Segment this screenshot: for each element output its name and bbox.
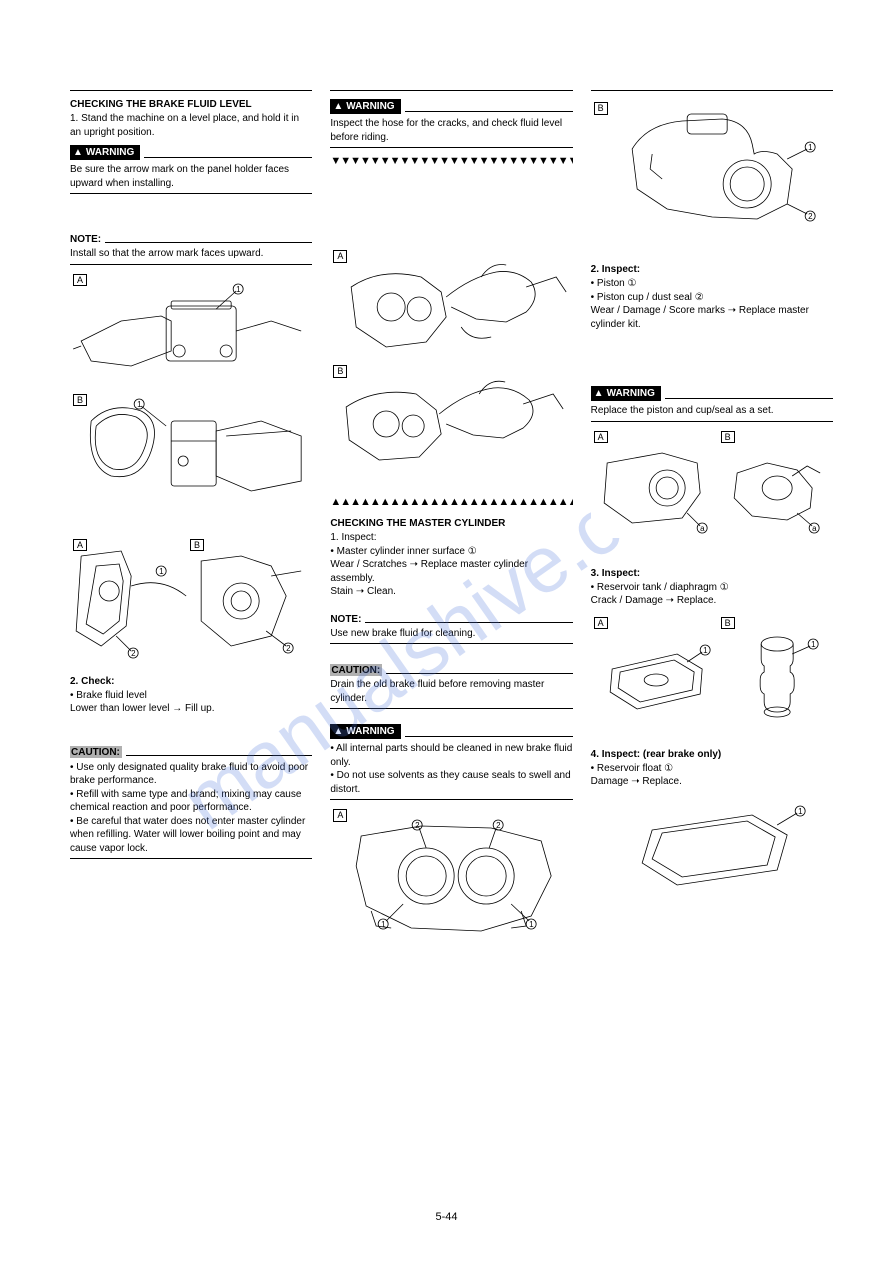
check-items: • Reservoir tank / diaphragm ① Crack / D… — [591, 581, 833, 608]
illustration-float: 1 — [591, 795, 833, 895]
illustration-master-cylinder-front: A 1 — [70, 271, 312, 391]
illustration-caliper-body: A 2 2 1 — [330, 806, 572, 941]
warning-label: ▲WARNING — [70, 145, 140, 160]
note-label: NOTE: — [70, 234, 101, 245]
column-2: ▲WARNING Inspect the hose for the cracks… — [330, 90, 572, 941]
warning-text: • All internal parts should be cleaned i… — [330, 742, 572, 796]
section-title: CHECKING THE BRAKE FLUID LEVEL — [70, 99, 312, 110]
check-title: 4. Inspect: (rear brake only) — [591, 749, 833, 760]
illustration-hand-caliper-b: B — [330, 362, 572, 477]
illustration-caliper-pair: A B 2 1 — [70, 536, 312, 661]
caution-label: CAUTION: — [330, 664, 382, 676]
warning-label: ▲WARNING — [330, 724, 400, 739]
check-text: 1. Inspect: • Master cylinder inner surf… — [330, 531, 572, 599]
svg-text:2: 2 — [286, 644, 291, 653]
check-title: 2. Check: — [70, 676, 312, 687]
triangle-divider-down: ▼▼▼▼▼▼▼▼▼▼▼▼▼▼▼▼▼▼▼▼▼▼▼▼▼▼▼▼ — [330, 156, 572, 167]
column-1: CHECKING THE BRAKE FLUID LEVEL 1. Stand … — [70, 90, 312, 941]
check-title: 2. Inspect: — [591, 264, 833, 275]
column-layout: CHECKING THE BRAKE FLUID LEVEL 1. Stand … — [70, 90, 833, 941]
svg-text:1: 1 — [798, 807, 803, 816]
svg-text:1: 1 — [159, 567, 164, 576]
svg-text:1: 1 — [381, 920, 386, 929]
illustration-reservoir-diaphragm: A B 1 1 — [591, 614, 833, 729]
svg-text:2: 2 — [808, 212, 813, 221]
section-title: CHECKING THE MASTER CYLINDER — [330, 518, 572, 529]
triangle-divider-up: ▲▲▲▲▲▲▲▲▲▲▲▲▲▲▲▲▲▲▲▲▲▲▲▲▲▲▲▲ — [330, 497, 572, 508]
svg-text:1: 1 — [137, 400, 142, 409]
caution-text: • Use only designated quality brake flui… — [70, 761, 312, 856]
check-items: • Brake fluid level Lower than lower lev… — [70, 689, 312, 716]
caution-label: CAUTION: — [70, 746, 122, 758]
svg-text:1: 1 — [811, 640, 816, 649]
svg-text:1: 1 — [808, 143, 813, 152]
svg-text:2: 2 — [415, 821, 420, 830]
illustration-caliper-rear: B 1 2 — [591, 99, 833, 234]
svg-text:1: 1 — [236, 285, 241, 294]
svg-text:a: a — [700, 524, 705, 533]
note-text: Use new brake fluid for cleaning. — [330, 627, 572, 641]
svg-text:1: 1 — [703, 646, 708, 655]
note-text: Install so that the arrow mark faces upw… — [70, 247, 312, 261]
svg-text:2: 2 — [496, 821, 501, 830]
note-label: NOTE: — [330, 614, 361, 625]
page-number: 5-44 — [435, 1211, 457, 1223]
svg-text:2: 2 — [131, 649, 136, 658]
svg-text:1: 1 — [529, 920, 534, 929]
warning-label: ▲WARNING — [330, 99, 400, 114]
body-text: 1. Stand the machine on a level place, a… — [70, 112, 312, 139]
check-items: • Piston ① • Piston cup / dust seal ② We… — [591, 277, 833, 331]
check-items: • Reservoir float ① Damage ➝ Replace. — [591, 762, 833, 789]
illustration-master-cylinder-rear: B 1 — [70, 391, 312, 511]
warning-label: ▲WARNING — [591, 386, 661, 401]
warning-text: Replace the piston and cup/seal as a set… — [591, 404, 833, 418]
illustration-hand-caliper-a: A — [330, 247, 572, 362]
check-title: 3. Inspect: — [591, 568, 833, 579]
warning-text: Inspect the hose for the cracks, and che… — [330, 117, 572, 144]
warning-text: Be sure the arrow mark on the panel hold… — [70, 163, 312, 190]
svg-text:a: a — [812, 524, 817, 533]
page: manualshive.com CHECKING THE BRAKE FLUID… — [0, 0, 893, 1263]
column-3: B 1 2 2. Inspect: — [591, 90, 833, 941]
illustration-cylinder-pair: A B a a — [591, 428, 833, 538]
caution-text: Drain the old brake fluid before removin… — [330, 678, 572, 705]
